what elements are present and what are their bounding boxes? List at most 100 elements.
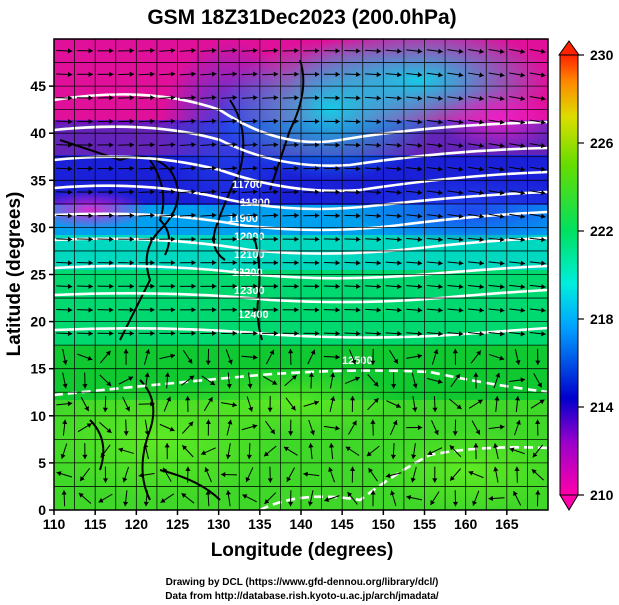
wind-arrow-head: [356, 142, 361, 148]
wind-arrow-head: [417, 166, 423, 172]
colorbar-top-arrow: [558, 40, 580, 56]
colorbar-tick-label: 218: [590, 311, 614, 327]
wind-arrow-head: [314, 400, 319, 406]
wind-arrow-head: [163, 467, 168, 473]
grid-lines: [53, 38, 549, 511]
wind-arrow-head: [328, 467, 334, 473]
wind-arrow-head: [520, 377, 526, 383]
wind-arrow-head: [520, 260, 526, 266]
wind-arrow-head: [211, 95, 217, 101]
wind-arrow-head: [150, 95, 155, 101]
wind-arrow-head: [129, 48, 135, 54]
wind-arrow-head: [294, 95, 299, 101]
wind-arrow-head: [515, 359, 521, 365]
wind-arrow-head: [80, 476, 85, 482]
wind-arrow-head: [499, 48, 505, 54]
wind-arrow-head: [475, 429, 481, 435]
wind-arrow-head: [397, 166, 402, 172]
wind-arrow-head: [164, 443, 170, 448]
wind-arrow-head: [191, 165, 196, 171]
wind-arrow-head: [273, 118, 279, 124]
wind-arrow-head: [294, 71, 299, 77]
wind-arrow-head: [109, 118, 114, 124]
wind-arrow-head: [370, 490, 376, 495]
wind-arrow-head: [56, 471, 62, 477]
colorbar-tick-label: 214: [590, 399, 614, 415]
x-tick-label: 140: [289, 516, 313, 532]
wind-arrow-head: [349, 396, 356, 401]
wind-arrow-head: [170, 236, 176, 242]
x-tick-label: 110: [43, 516, 66, 532]
wind-arrow-head: [335, 354, 340, 360]
wind-arrow-head: [335, 189, 340, 195]
x-tick-label: 145: [330, 516, 354, 532]
wind-arrow-head: [520, 95, 526, 102]
wind-arrow-head: [376, 331, 382, 337]
wind-arrow-head: [515, 420, 521, 425]
wind-arrow-head: [520, 119, 526, 125]
wind-arrow-head: [438, 189, 443, 196]
wind-arrow-head: [211, 47, 217, 54]
x-tick-label: 155: [413, 516, 437, 532]
wind-arrow-head: [356, 283, 361, 290]
wind-arrow-head: [520, 72, 526, 78]
wind-arrow-head: [273, 330, 279, 336]
credit-data-source: Data from http://database.rish.kyoto-u.a…: [165, 591, 439, 602]
x-tick-label: 120: [125, 516, 149, 532]
wind-arrow-head: [373, 381, 379, 387]
wind-arrow-head: [307, 501, 314, 507]
wind-arrow-head: [438, 213, 443, 219]
wind-arrow-head: [509, 447, 515, 453]
wind-arrow-head: [390, 454, 396, 460]
wind-arrow-head: [499, 95, 505, 102]
wind-arrow-head: [356, 307, 361, 313]
wind-arrow-head: [273, 48, 279, 54]
wind-arrow-head: [150, 165, 155, 171]
wind-arrow-head: [109, 142, 114, 148]
wind-arrow-head: [468, 470, 474, 476]
wind-arrow-head: [150, 71, 155, 77]
x-tick-label: 125: [166, 516, 190, 532]
wind-arrow-head: [452, 348, 458, 354]
wind-arrow-head: [314, 213, 320, 219]
wind-arrow-head: [62, 383, 68, 389]
wind-arrow-head: [150, 48, 155, 54]
wind-arrow-head: [109, 71, 114, 77]
wind-arrow-head: [356, 236, 361, 242]
wind-arrow-head: [335, 95, 340, 101]
wind-arrow-head: [189, 375, 195, 381]
wind-arrow-head: [129, 142, 135, 148]
wind-arrow-head: [253, 260, 258, 266]
wind-arrow-head: [109, 48, 114, 54]
wind-arrow-head: [88, 236, 93, 242]
wind-arrow-head: [123, 431, 129, 436]
wind-arrow-head: [373, 398, 379, 404]
wind-arrow-head: [397, 213, 402, 219]
wind-arrow-head: [290, 405, 296, 411]
wind-arrow-head: [88, 260, 93, 266]
y-tick-label: 5: [38, 455, 46, 471]
wind-arrow-head: [520, 190, 526, 196]
wind-arrow-head: [182, 445, 188, 451]
wind-arrow-head: [438, 142, 443, 149]
wind-arrow-head: [345, 446, 351, 452]
wind-arrow-head: [170, 330, 176, 336]
wind-arrow-head: [294, 283, 299, 289]
wind-arrow-head: [366, 451, 372, 457]
wind-arrow-head: [273, 307, 279, 313]
wind-arrow-head: [129, 189, 135, 195]
wind-arrow-head: [264, 499, 270, 504]
wind-arrow-head: [417, 48, 423, 54]
wind-arrow-head: [356, 118, 361, 125]
wind-arrow-head: [264, 451, 269, 457]
wind-arrow-head: [376, 260, 382, 266]
wind-arrow-head: [150, 118, 155, 124]
wind-arrow-head: [226, 383, 232, 389]
wind-arrow-head: [253, 307, 258, 313]
wind-arrow-head: [330, 396, 336, 401]
wind-arrow-head: [283, 446, 289, 452]
wind-arrow-head: [109, 165, 114, 172]
wind-arrow-head: [232, 260, 237, 266]
wind-arrow-head: [294, 307, 299, 313]
x-tick-label: 150: [372, 516, 396, 532]
